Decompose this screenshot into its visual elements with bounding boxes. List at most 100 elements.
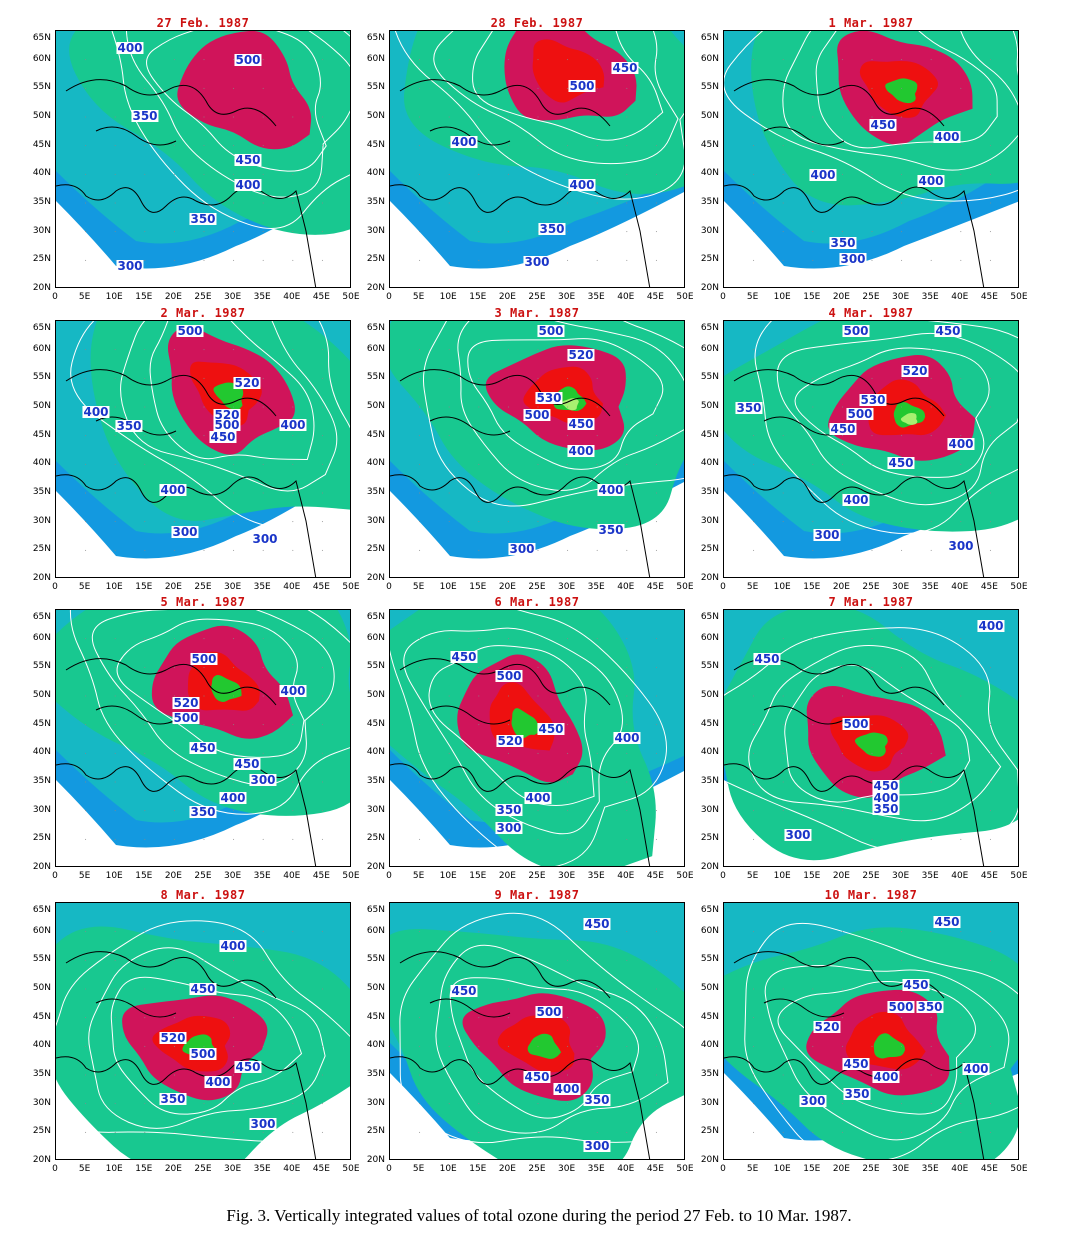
x-tick-label: 20E [498,871,516,881]
contour-value-label: 400 [82,405,110,419]
contour-value-label: 350 [159,1092,187,1106]
y-tick-label: 65N [366,33,385,43]
y-tick-label: 20N [366,1155,385,1165]
ozone-map [55,320,351,578]
y-tick-label: 55N [32,82,51,93]
contour-value-label: 400 [204,1075,232,1089]
contour-value-label: 520 [172,696,200,710]
y-tick-label: 40N [366,747,385,758]
x-tick-label: 5E [746,1164,759,1174]
x-tick-label: 50E [1010,871,1028,881]
contour-value-label: 400 [219,939,247,953]
y-tick-label: 55N [366,661,385,672]
ozone-map [723,320,1019,578]
coastline [390,369,651,577]
y-tick-label: 25N [32,833,51,844]
x-tick-label: 0 [720,871,726,881]
figure-caption: Fig. 3. Vertically integrated values of … [226,1206,852,1225]
x-tick-label: 15E [803,1164,821,1174]
y-tick-label: 40N [366,1040,385,1051]
contour-value-label: 500 [537,324,565,338]
y-tick-label: 65N [700,612,719,622]
contour-line [754,321,1018,534]
contour-value-label: 450 [829,422,857,436]
y-tick-label: 40N [700,747,719,758]
x-tick-label: 0 [52,1164,58,1174]
y-tick-label: 20N [366,283,385,293]
x-tick-label: 30E [558,1164,576,1174]
x-tick-label: 0 [386,1164,392,1174]
contour-value-label: 500 [495,669,523,683]
contour-value-label: 500 [846,407,874,421]
map-panel: 27 Feb. 1987 65N 60N 55N 50N 45N 40N 35N 30N 25N 2… [33,16,360,302]
x-tick-label: 45E [312,582,330,592]
x-tick-label: 10E [439,582,457,592]
x-tick-label: 35E [587,871,605,881]
y-tick-label: 35N [32,197,51,207]
contour-line [748,645,1002,822]
contour-value-label: 300 [508,542,536,556]
panel-title: 3 Mar. 1987 [494,306,580,320]
contour-value-label: 350 [829,236,857,250]
x-tick-label: 35E [921,871,939,881]
y-tick-label: 60N [32,925,51,936]
contour-value-label: 300 [116,259,144,273]
y-tick-label: 55N [700,954,719,965]
y-tick-label: 40N [32,747,51,758]
x-tick-label: 0 [720,1164,726,1174]
x-tick-label: 50E [676,582,694,592]
x-tick-label: 40E [283,292,301,302]
map-panel: 9 Mar. 1987 65N 60N 55N 50N 45N 40N 35N 30N 25N 20… [367,888,694,1174]
ozone-map [55,902,351,1160]
panel-title: 7 Mar. 1987 [828,595,914,609]
contour-value-label: 450 [537,722,565,736]
x-tick-label: 40E [617,582,635,592]
panel-title: 27 Feb. 1987 [156,16,250,30]
y-tick-label: 30N [366,225,385,236]
ozone-band-520 [873,1033,905,1059]
y-tick-label: 20N [700,862,719,872]
y-tick-label: 45N [32,429,51,440]
y-tick-label: 55N [32,372,51,383]
contour-value-label: 400 [568,178,596,192]
ozone-band-520 [511,708,540,739]
contour-line [91,610,335,786]
x-tick-label: 40E [283,1164,301,1174]
x-tick-label: 10E [773,871,791,881]
x-tick-label: 30E [892,1164,910,1174]
ozone-map [723,902,1019,1160]
x-tick-label: 0 [52,871,58,881]
x-tick-label: 10E [439,871,457,881]
x-tick-label: 30E [224,1164,242,1174]
y-tick-label: 45N [32,718,51,729]
contour-line [435,944,669,1134]
x-tick-label: 25E [528,871,546,881]
contour-value-label: 300 [799,1094,827,1108]
contour-line [88,947,326,1129]
contour-value-label: 400 [567,444,595,458]
contour-value-label: 400 [279,684,307,698]
x-tick-label: 20E [832,292,850,302]
y-tick-label: 60N [32,343,51,354]
y-tick-label: 20N [700,573,719,583]
x-tick-label: 15E [469,1164,487,1174]
contour-value-label: 350 [872,802,900,816]
ozone-band-520 [211,675,242,703]
contour-value-label: 450 [450,650,478,664]
contour-value-label: 500 [234,53,262,67]
x-tick-label: 50E [342,1164,360,1174]
contour-value-label: 450 [234,1060,262,1074]
contour-value-label: 450 [450,984,478,998]
y-tick-label: 30N [32,804,51,815]
x-tick-label: 30E [558,292,576,302]
y-tick-label: 40N [700,458,719,469]
y-tick-label: 35N [366,1069,385,1079]
x-tick-label: 10E [105,1164,123,1174]
x-tick-label: 20E [832,1164,850,1174]
contour-line [794,347,990,478]
x-tick-label: 30E [558,582,576,592]
ozone-band-520 [885,78,918,104]
y-tick-label: 55N [700,661,719,672]
x-tick-label: 45E [646,582,664,592]
y-tick-label: 20N [700,283,719,293]
